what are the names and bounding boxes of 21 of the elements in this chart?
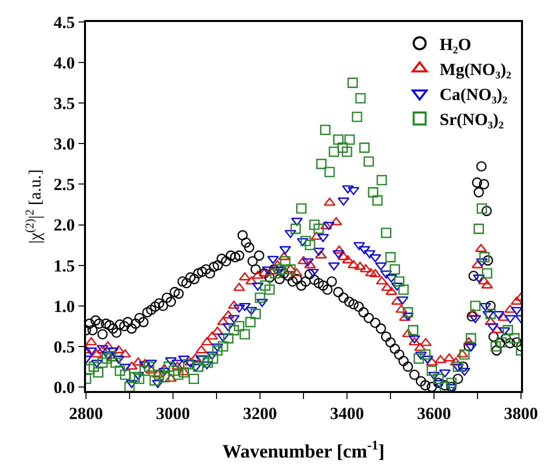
x-tick-label: 2800 <box>69 404 103 424</box>
legend-label: Sr(NO₃)₂ <box>440 110 504 130</box>
legend-label: H₂O <box>440 34 472 54</box>
x-tick-label: 3800 <box>504 404 538 424</box>
x-axis-title: Wavenumber [cm$^{-1}$] <box>222 437 385 462</box>
legend-label: Mg(NO₃)₂ <box>440 60 512 79</box>
y-tick-label: 3.0 <box>54 134 75 154</box>
y-tick-label: 0.5 <box>54 337 75 356</box>
y-tick-label: 2.5 <box>54 175 75 194</box>
x-tick-label: 3000 <box>156 404 190 424</box>
y-tick-label: 0.0 <box>54 378 75 397</box>
x-tick-label: 3200 <box>243 404 277 424</box>
x-tick-label: 3600 <box>417 404 451 424</box>
legend-label: Ca(NO₃)₂ <box>440 85 508 104</box>
y-tick-label: 4.5 <box>54 12 75 32</box>
y-tick-label: 2.0 <box>54 216 75 235</box>
y-tick-label: 4.0 <box>54 54 75 72</box>
y-tick-label: 3.5 <box>54 94 75 114</box>
y-tick-label: 1.5 <box>54 256 75 276</box>
y-tick-label: 1.0 <box>54 296 75 316</box>
x-tick-label: 3400 <box>330 404 364 424</box>
